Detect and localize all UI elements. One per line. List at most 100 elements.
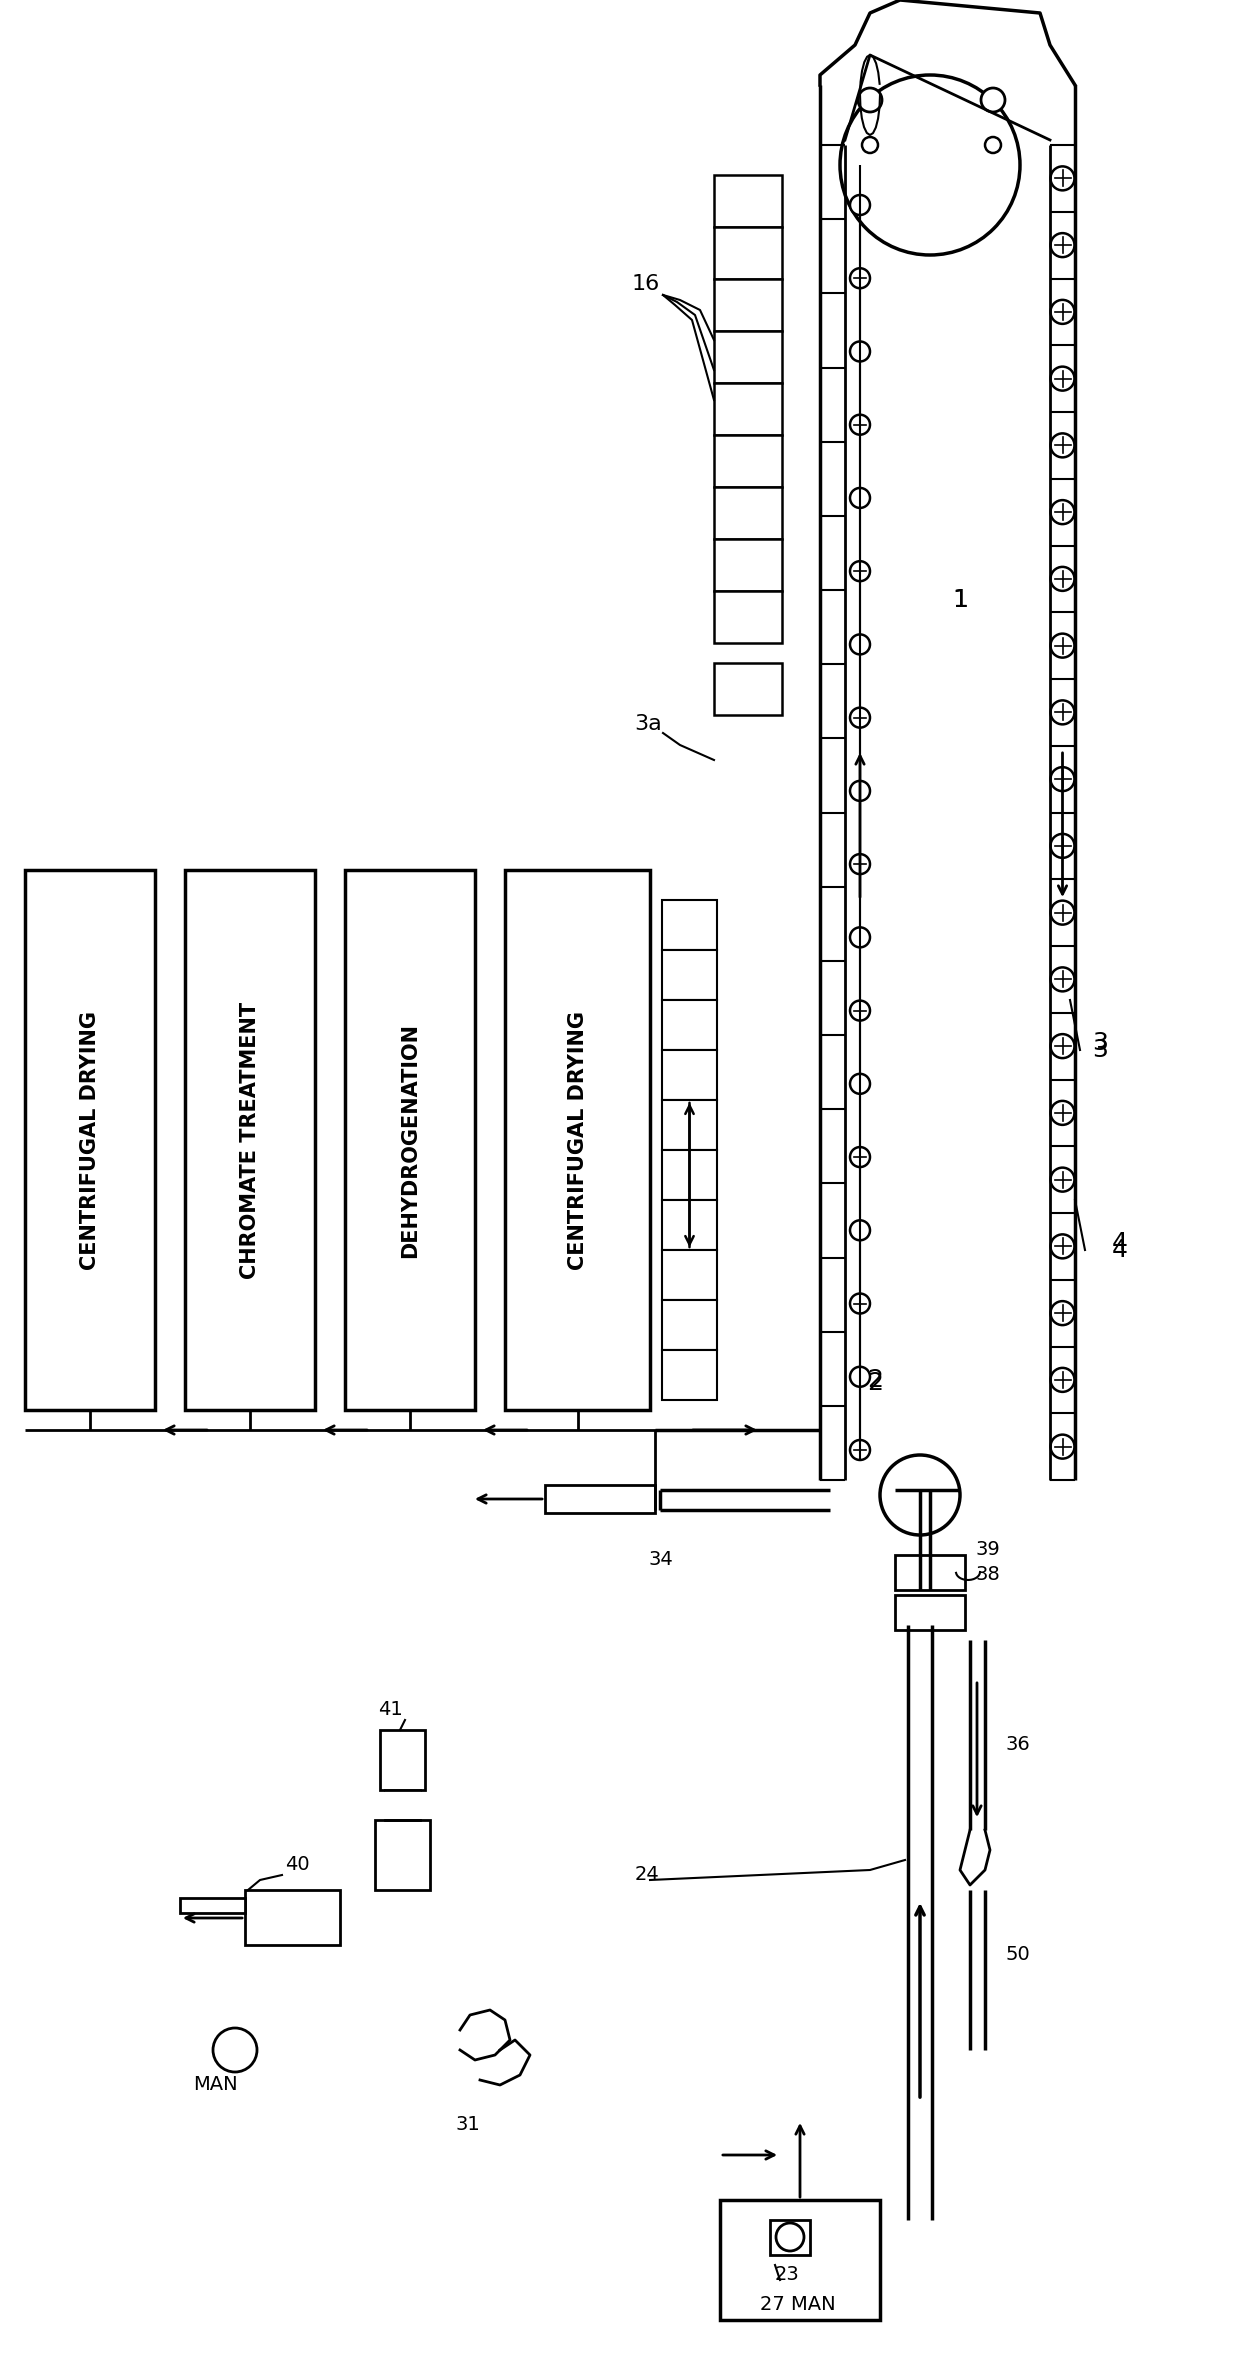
Circle shape xyxy=(849,195,870,216)
Text: 4: 4 xyxy=(1112,1239,1128,1262)
Circle shape xyxy=(985,138,1001,152)
Text: 4: 4 xyxy=(1112,1232,1128,1255)
Circle shape xyxy=(880,1455,960,1535)
Bar xyxy=(345,871,475,1410)
Bar xyxy=(714,382,782,434)
Bar xyxy=(770,2221,810,2254)
Circle shape xyxy=(1050,365,1075,392)
Circle shape xyxy=(849,854,870,873)
Bar xyxy=(714,330,782,382)
Bar xyxy=(246,1889,340,1946)
Text: 38: 38 xyxy=(975,1566,999,1585)
Circle shape xyxy=(849,928,870,947)
Text: 3: 3 xyxy=(1092,1037,1107,1063)
Text: 34: 34 xyxy=(649,1550,673,1569)
Circle shape xyxy=(1050,634,1075,657)
Bar xyxy=(662,1350,717,1400)
Text: 1: 1 xyxy=(952,589,968,612)
Circle shape xyxy=(1050,567,1075,591)
Circle shape xyxy=(1050,1168,1075,1191)
Circle shape xyxy=(849,634,870,655)
Text: 36: 36 xyxy=(1004,1735,1029,1754)
Circle shape xyxy=(849,1220,870,1241)
Text: 3: 3 xyxy=(1092,1030,1107,1056)
Text: 50: 50 xyxy=(1004,1946,1029,1965)
Bar xyxy=(662,1151,717,1201)
Text: 27 MAN: 27 MAN xyxy=(760,2295,836,2314)
Bar xyxy=(180,1898,246,1913)
Circle shape xyxy=(849,268,870,287)
Circle shape xyxy=(849,560,870,581)
Circle shape xyxy=(213,2029,257,2072)
Circle shape xyxy=(1050,1234,1075,1258)
Bar xyxy=(662,1300,717,1350)
Text: 40: 40 xyxy=(285,1856,310,1875)
Circle shape xyxy=(981,88,1004,112)
Circle shape xyxy=(849,1146,870,1168)
Bar xyxy=(662,949,717,999)
Text: 2: 2 xyxy=(867,1372,883,1395)
Bar xyxy=(714,434,782,486)
Bar xyxy=(379,1730,425,1789)
Bar xyxy=(895,1595,965,1630)
Text: 2: 2 xyxy=(867,1367,883,1393)
Circle shape xyxy=(1050,968,1075,992)
Text: 41: 41 xyxy=(378,1699,402,1718)
Bar xyxy=(720,2200,880,2321)
Circle shape xyxy=(858,88,882,112)
Circle shape xyxy=(849,1367,870,1386)
Circle shape xyxy=(1050,766,1075,790)
Text: 39: 39 xyxy=(975,1540,999,1559)
Circle shape xyxy=(1050,233,1075,256)
Bar xyxy=(662,1201,717,1251)
Bar xyxy=(662,1049,717,1101)
Circle shape xyxy=(1050,1300,1075,1324)
Text: CHROMATE TREATMENT: CHROMATE TREATMENT xyxy=(241,1001,260,1279)
Text: 24: 24 xyxy=(635,1865,660,1884)
Circle shape xyxy=(849,342,870,361)
Bar xyxy=(662,899,717,949)
Circle shape xyxy=(1050,299,1075,323)
Circle shape xyxy=(1050,501,1075,524)
Text: 23: 23 xyxy=(775,2264,800,2283)
Bar xyxy=(662,1251,717,1300)
Circle shape xyxy=(1050,1367,1075,1393)
Text: 1: 1 xyxy=(952,589,968,612)
Circle shape xyxy=(1050,902,1075,925)
Text: 3a: 3a xyxy=(634,714,662,733)
Bar xyxy=(546,1485,655,1514)
Bar xyxy=(714,662,782,714)
Bar xyxy=(662,1101,717,1151)
Text: 16: 16 xyxy=(631,273,660,294)
Circle shape xyxy=(1050,434,1075,458)
Bar xyxy=(895,1554,965,1590)
Text: 31: 31 xyxy=(455,2114,480,2133)
Circle shape xyxy=(849,415,870,434)
Text: DEHYDROGENATION: DEHYDROGENATION xyxy=(401,1023,420,1258)
Bar xyxy=(714,228,782,280)
Circle shape xyxy=(1050,166,1075,190)
Bar xyxy=(714,539,782,591)
Bar xyxy=(374,1820,430,1889)
Circle shape xyxy=(849,489,870,508)
Bar xyxy=(714,280,782,330)
Bar xyxy=(714,486,782,539)
Circle shape xyxy=(849,1440,870,1459)
Bar xyxy=(25,871,155,1410)
Circle shape xyxy=(1050,1035,1075,1058)
Circle shape xyxy=(849,1293,870,1315)
Circle shape xyxy=(849,707,870,729)
Circle shape xyxy=(862,138,878,152)
Circle shape xyxy=(849,1001,870,1020)
Circle shape xyxy=(1050,1436,1075,1459)
Bar xyxy=(505,871,650,1410)
Bar xyxy=(714,591,782,643)
Circle shape xyxy=(1050,833,1075,859)
Circle shape xyxy=(849,1075,870,1094)
Circle shape xyxy=(849,781,870,800)
Text: CENTRIFUGAL DRYING: CENTRIFUGAL DRYING xyxy=(568,1011,588,1270)
Bar xyxy=(714,176,782,228)
Circle shape xyxy=(1050,1101,1075,1125)
Circle shape xyxy=(839,76,1021,254)
Text: CENTRIFUGAL DRYING: CENTRIFUGAL DRYING xyxy=(81,1011,100,1270)
